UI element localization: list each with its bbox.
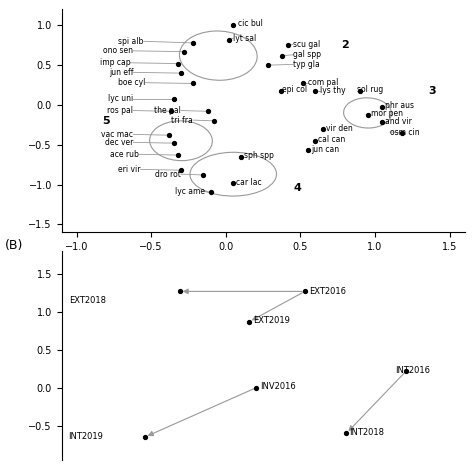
- Text: ono sen: ono sen: [103, 46, 133, 55]
- Text: EXT2018: EXT2018: [69, 296, 106, 305]
- Text: lyc ame: lyc ame: [175, 187, 205, 196]
- Text: jun eff: jun eff: [109, 68, 133, 77]
- Text: 3: 3: [428, 86, 436, 96]
- Text: cic bul: cic bul: [237, 19, 263, 28]
- Text: epi col: epi col: [283, 85, 308, 94]
- Text: INT2019: INT2019: [68, 432, 103, 441]
- Text: car lac: car lac: [236, 178, 262, 187]
- Text: EXT2016: EXT2016: [309, 287, 346, 296]
- Text: vac mac: vac mac: [101, 130, 133, 139]
- Text: sol rug: sol rug: [357, 85, 383, 94]
- Text: ros pal: ros pal: [107, 106, 133, 115]
- Text: 4: 4: [293, 183, 301, 193]
- Text: cal can: cal can: [318, 136, 346, 145]
- Text: (B): (B): [5, 239, 23, 252]
- Text: gal spp: gal spp: [293, 50, 321, 59]
- Text: phr aus: phr aus: [385, 101, 414, 110]
- Text: 2: 2: [341, 40, 349, 50]
- Text: imp cap: imp cap: [100, 58, 130, 67]
- Text: 5: 5: [102, 116, 110, 126]
- Text: the pal: the pal: [154, 106, 181, 115]
- Text: ace rub: ace rub: [110, 150, 139, 159]
- Text: dro rot: dro rot: [155, 170, 181, 179]
- Text: lyt sal: lyt sal: [233, 34, 256, 43]
- Text: spi alb: spi alb: [118, 37, 144, 46]
- Text: vir den: vir den: [326, 124, 353, 133]
- Text: jun can: jun can: [311, 145, 339, 154]
- Text: lys thy: lys thy: [320, 86, 346, 95]
- Text: typ gla: typ gla: [293, 60, 319, 69]
- Text: boe cyl: boe cyl: [118, 78, 145, 87]
- Text: INT2018: INT2018: [349, 428, 384, 437]
- Text: com pal: com pal: [308, 78, 338, 87]
- Text: osm cin: osm cin: [390, 128, 419, 137]
- Text: eri vir: eri vir: [118, 165, 141, 174]
- Text: sph spp: sph spp: [244, 151, 273, 160]
- Text: and vir: and vir: [385, 117, 412, 126]
- Text: INT2016: INT2016: [395, 366, 430, 375]
- Text: scu gal: scu gal: [293, 40, 320, 49]
- Text: EXT2019: EXT2019: [253, 317, 290, 326]
- Text: INV2016: INV2016: [260, 383, 296, 392]
- Text: tri fra: tri fra: [171, 116, 193, 125]
- Text: dec ver: dec ver: [105, 138, 133, 147]
- Text: mor pen: mor pen: [371, 109, 402, 118]
- Text: lyc uni: lyc uni: [108, 94, 133, 103]
